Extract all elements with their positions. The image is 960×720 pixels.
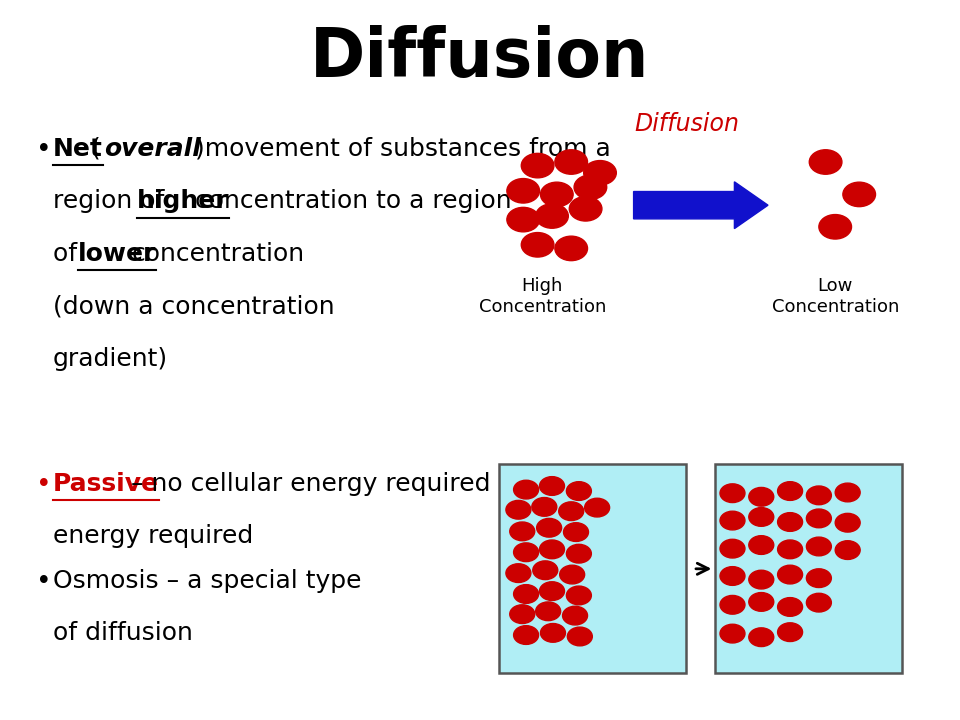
Circle shape — [584, 161, 616, 185]
Circle shape — [532, 498, 557, 516]
Text: gradient): gradient) — [53, 347, 168, 371]
Circle shape — [778, 565, 803, 584]
Circle shape — [555, 236, 588, 261]
Text: High
Concentration: High Concentration — [479, 277, 606, 316]
Circle shape — [720, 595, 745, 614]
Circle shape — [521, 153, 554, 178]
Circle shape — [566, 544, 591, 563]
Text: Low
Concentration: Low Concentration — [772, 277, 899, 316]
Circle shape — [720, 484, 745, 503]
Circle shape — [566, 482, 591, 500]
Circle shape — [510, 522, 535, 541]
Bar — [715, 464, 902, 673]
Circle shape — [540, 182, 573, 207]
Circle shape — [564, 523, 588, 541]
Circle shape — [514, 480, 539, 499]
Circle shape — [749, 536, 774, 554]
Text: Diffusion: Diffusion — [310, 25, 650, 91]
Circle shape — [806, 593, 831, 612]
Circle shape — [720, 539, 745, 558]
Circle shape — [835, 541, 860, 559]
Circle shape — [749, 593, 774, 611]
Text: Diffusion: Diffusion — [634, 112, 739, 135]
Text: lower: lower — [78, 242, 156, 266]
Circle shape — [809, 150, 842, 174]
Circle shape — [806, 537, 831, 556]
Circle shape — [563, 606, 588, 625]
Bar — [499, 464, 686, 673]
Circle shape — [506, 500, 531, 519]
Circle shape — [566, 586, 591, 605]
FancyArrow shape — [634, 182, 768, 229]
Text: higher: higher — [137, 189, 228, 213]
Text: overall: overall — [104, 137, 201, 161]
Circle shape — [806, 569, 831, 588]
Circle shape — [555, 150, 588, 174]
Circle shape — [540, 582, 564, 600]
Circle shape — [536, 204, 568, 228]
Circle shape — [749, 570, 774, 589]
Text: •: • — [36, 472, 52, 498]
Text: of: of — [53, 242, 84, 266]
Circle shape — [778, 482, 803, 500]
Circle shape — [510, 605, 535, 624]
Circle shape — [537, 518, 562, 537]
Text: •: • — [36, 569, 52, 595]
Text: (: ( — [91, 137, 101, 161]
Circle shape — [819, 215, 852, 239]
Text: region of: region of — [53, 189, 172, 213]
Circle shape — [569, 197, 602, 221]
Circle shape — [778, 513, 803, 531]
Circle shape — [514, 626, 539, 644]
Circle shape — [806, 486, 831, 505]
Circle shape — [749, 508, 774, 526]
Text: energy required: energy required — [53, 524, 253, 548]
Text: Passive: Passive — [53, 472, 158, 495]
Circle shape — [514, 585, 539, 603]
Text: concentration to a region: concentration to a region — [195, 189, 512, 213]
Text: concentration: concentration — [132, 242, 304, 266]
Circle shape — [560, 565, 585, 584]
Circle shape — [536, 602, 561, 621]
Text: – no cellular energy required: – no cellular energy required — [123, 472, 491, 495]
Circle shape — [720, 567, 745, 585]
Text: )movement of substances from a: )movement of substances from a — [195, 137, 611, 161]
Text: of diffusion: of diffusion — [53, 621, 193, 645]
Circle shape — [835, 513, 860, 532]
Circle shape — [749, 628, 774, 647]
Text: Osmosis – a special type: Osmosis – a special type — [53, 569, 361, 593]
Circle shape — [507, 207, 540, 232]
Circle shape — [559, 502, 584, 521]
Circle shape — [540, 540, 564, 559]
Circle shape — [574, 175, 607, 199]
Circle shape — [567, 627, 592, 646]
Circle shape — [843, 182, 876, 207]
Circle shape — [806, 509, 831, 528]
Circle shape — [585, 498, 610, 517]
Circle shape — [835, 483, 860, 502]
Circle shape — [778, 623, 803, 642]
Circle shape — [720, 624, 745, 643]
Circle shape — [506, 564, 531, 582]
Circle shape — [749, 487, 774, 506]
Circle shape — [540, 624, 565, 642]
Text: Net: Net — [53, 137, 103, 161]
Circle shape — [533, 561, 558, 580]
Circle shape — [507, 179, 540, 203]
Circle shape — [778, 540, 803, 559]
Circle shape — [540, 477, 564, 495]
Text: (down a concentration: (down a concentration — [53, 294, 334, 318]
Circle shape — [521, 233, 554, 257]
Circle shape — [720, 511, 745, 530]
Circle shape — [778, 598, 803, 616]
Text: •: • — [36, 137, 52, 163]
Circle shape — [514, 543, 539, 562]
